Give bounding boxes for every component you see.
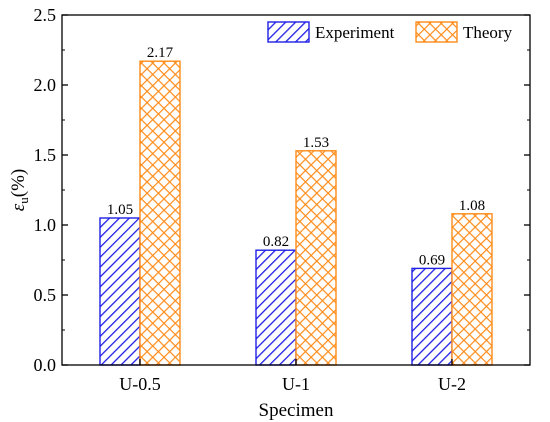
data-label: 0.82 [263, 234, 289, 250]
y-tick-label: 0.0 [34, 355, 57, 375]
x-tick-label: U-1 [282, 374, 310, 394]
y-axis-title-unit: (%) [8, 169, 29, 197]
data-label: 1.08 [459, 198, 485, 214]
y-axis-title: εu(%) [8, 169, 31, 211]
y-axis-title-symbol: ε [8, 203, 29, 211]
x-axis: U-0.5 U-1 U-2 [119, 359, 466, 394]
data-labels-layer: 1.05 2.17 0.82 1.53 0.69 1.08 [107, 45, 485, 268]
legend-label: Theory [463, 23, 513, 42]
y-tick-label: 1.0 [34, 215, 57, 235]
y-axis: 0.0 0.5 1.0 1.5 2.0 2.5 [34, 5, 530, 375]
bar-experiment-u-1 [255, 249, 297, 366]
y-tick-label: 2.5 [34, 5, 57, 25]
legend-label: Experiment [315, 23, 395, 42]
data-label: 0.69 [419, 252, 445, 268]
bar-theory-u-1 [295, 150, 337, 366]
legend: Experiment Theory [267, 21, 513, 43]
data-label: 2.17 [147, 45, 174, 61]
data-label: 1.53 [303, 135, 329, 151]
y-tick-label: 0.5 [34, 285, 57, 305]
bar-experiment-u-0.5 [99, 217, 141, 366]
y-tick-label: 1.5 [34, 145, 57, 165]
x-tick-label: U-0.5 [119, 374, 161, 394]
x-axis-title: Specimen [259, 400, 334, 421]
bar-theory-u-2 [451, 213, 493, 366]
data-label: 1.05 [107, 202, 133, 218]
legend-swatch [267, 21, 310, 43]
bar-theory-u-0.5 [139, 60, 181, 366]
y-axis-title-subscript: u [16, 197, 31, 204]
x-tick-label: U-2 [438, 374, 466, 394]
legend-swatch [415, 21, 458, 43]
y-tick-label: 2.0 [34, 75, 57, 95]
bar-experiment-u-2 [411, 267, 453, 366]
bars-layer [99, 60, 493, 366]
